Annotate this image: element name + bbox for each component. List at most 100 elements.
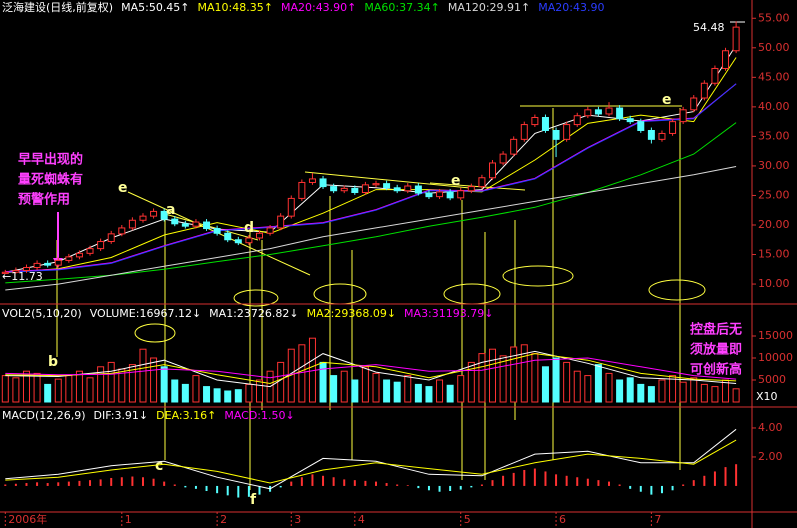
point-marker: a [166, 202, 175, 218]
legend-entry: VOL2(5,10,20) [2, 307, 82, 320]
point-marker: e [662, 92, 672, 108]
trend-line [429, 182, 526, 191]
volume-bar [224, 390, 232, 403]
candle-body [626, 118, 634, 123]
volume-bar [361, 366, 369, 403]
candle-body [658, 132, 666, 140]
y-tick-label: 45.00 [758, 70, 790, 83]
volume-bar [414, 383, 422, 403]
point-marker: e [451, 173, 461, 189]
candle-body [181, 223, 189, 227]
candle-body [594, 109, 602, 115]
candle-body [372, 183, 380, 186]
candle-body [563, 124, 571, 140]
volume-bar [626, 377, 634, 403]
volume-bar [616, 379, 624, 403]
legend-entry: MA10:48.35↑ [198, 1, 273, 14]
candle-body [128, 219, 136, 229]
volume-bar [669, 375, 677, 403]
x-tick-label: 2 [220, 513, 227, 526]
legend-entry: MA60:37.34↑ [364, 1, 439, 14]
volume-bar [520, 344, 528, 403]
candle-body [351, 187, 359, 194]
candle-body [203, 221, 211, 230]
y-tick-label: 30.00 [758, 159, 790, 172]
volume-bar [679, 381, 687, 403]
candle-body [277, 215, 285, 229]
volume-bar [467, 361, 475, 403]
candle-body [722, 50, 730, 69]
candle-body [541, 116, 549, 131]
volume-bar [107, 361, 115, 403]
volume-bar [97, 366, 105, 403]
candle-body [308, 178, 316, 183]
volume-bar [128, 364, 136, 403]
candle-body [700, 82, 708, 99]
volume-bar [690, 377, 698, 403]
price-annotation: ←11.73 [2, 270, 43, 283]
indicator-line [5, 357, 737, 380]
candle-body [1, 271, 9, 274]
point-marker: d [244, 220, 254, 236]
volume-bar [12, 377, 20, 403]
candle-body [446, 191, 454, 199]
note-text: 可创新高 [690, 362, 742, 378]
candle-body [192, 221, 200, 227]
candle-body [647, 129, 655, 140]
candle-body [404, 185, 412, 192]
volume-bar [404, 375, 412, 403]
highlight-ellipse [648, 279, 706, 301]
candle-body [605, 107, 613, 115]
candle-body [669, 121, 677, 134]
note-text: 须放量即 [690, 342, 742, 358]
volume-bar [351, 379, 359, 403]
legend-entry: MACD(12,26,9) [2, 409, 86, 422]
y-tick-label: 2.00 [758, 450, 783, 463]
note-text: 控盘后无 [690, 322, 742, 338]
volume-bar [255, 379, 263, 403]
volume-bar [573, 370, 581, 403]
candle-body [489, 162, 497, 179]
volume-bar [298, 344, 306, 403]
y-tick-label: 4.00 [758, 421, 783, 434]
indicator-line [5, 439, 737, 484]
highlight-ellipse [502, 265, 574, 287]
candle-body [255, 232, 263, 239]
candle-body [86, 248, 94, 254]
volume-bar [732, 388, 740, 403]
x-tick-label: 5 [464, 513, 471, 526]
candle-body [616, 107, 624, 120]
point-marker: f [250, 492, 257, 508]
volume-bar [499, 355, 507, 403]
candle-body [361, 184, 369, 194]
volume-bar [552, 357, 560, 403]
legend-entry: DIF:3.91↓ [94, 409, 149, 422]
legend-entry: 泛海建设(日线,前复权) [2, 0, 113, 14]
legend-entry: MA1:23726.82↓ [209, 307, 298, 320]
volume-bar [584, 375, 592, 403]
x-tick-label: 3 [294, 513, 301, 526]
legend-entry: VOLUME:16967.12↓ [90, 307, 201, 320]
volume-bar [372, 372, 380, 403]
candle-body [552, 129, 560, 140]
volume-bar [22, 370, 30, 403]
candle-body [679, 109, 687, 123]
indicator-line [5, 428, 737, 490]
volume-bar [54, 378, 62, 403]
volume-bar [383, 379, 391, 403]
point-marker: c [155, 458, 163, 474]
volume-bar [489, 348, 497, 403]
y-tick-label: 55.00 [758, 11, 790, 24]
volume-bar [181, 383, 189, 403]
volume-bar [446, 384, 454, 403]
volume-bar [33, 372, 41, 403]
indicator-line [5, 353, 737, 385]
legend-entry: MA2:29368.09↓ [307, 307, 396, 320]
y-tick-label: 50.00 [758, 41, 790, 54]
volume-bar [457, 375, 465, 403]
volume-bar [700, 383, 708, 403]
candle-body [520, 124, 528, 140]
candle-body [12, 269, 20, 273]
candle-body [499, 153, 507, 164]
